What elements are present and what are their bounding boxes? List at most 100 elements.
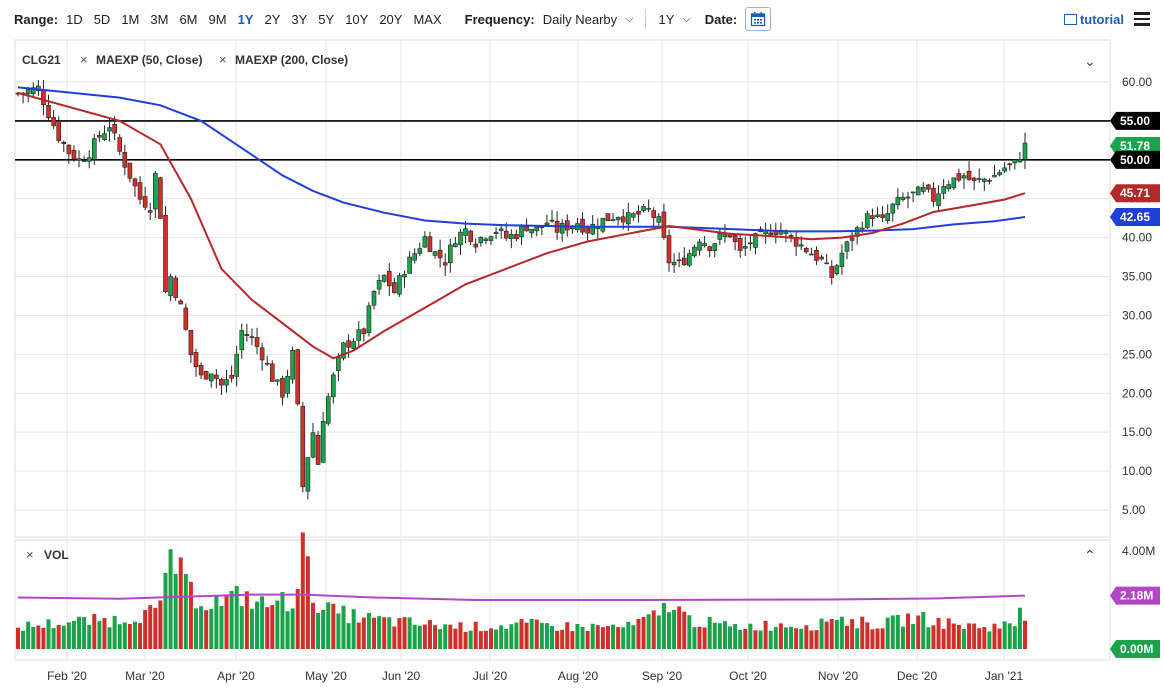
candle-body bbox=[773, 231, 779, 235]
candle bbox=[407, 251, 412, 274]
candle bbox=[432, 250, 438, 259]
volume-bar bbox=[407, 617, 412, 649]
candle-body bbox=[46, 104, 51, 119]
volume-bar bbox=[992, 623, 997, 649]
candle bbox=[183, 303, 189, 331]
volume-bar bbox=[183, 573, 188, 649]
volume-bar bbox=[31, 626, 36, 649]
volume-bar bbox=[468, 630, 473, 649]
volume-bar bbox=[255, 601, 260, 649]
volume-bar bbox=[717, 623, 722, 649]
volume-bar bbox=[631, 625, 636, 649]
candle-body bbox=[214, 374, 219, 379]
volume-bar bbox=[107, 627, 112, 649]
candle bbox=[849, 230, 855, 251]
candle bbox=[295, 348, 301, 406]
volume-bar bbox=[682, 611, 687, 649]
volume-bar bbox=[626, 621, 631, 649]
candle-body bbox=[1002, 167, 1007, 172]
range-button-10y[interactable]: 10Y bbox=[345, 11, 369, 27]
volume-bar bbox=[82, 617, 87, 649]
volume-bar bbox=[372, 617, 377, 649]
candle bbox=[229, 365, 234, 383]
menu-icon[interactable] bbox=[1134, 12, 1150, 26]
candle bbox=[376, 274, 382, 295]
range-button-9m[interactable]: 9M bbox=[208, 11, 227, 27]
range-button-5y[interactable]: 5Y bbox=[318, 11, 335, 27]
volume-bar bbox=[677, 606, 682, 649]
candle-body bbox=[890, 203, 896, 214]
chevron-down-icon: ⌵ bbox=[625, 12, 634, 25]
volume-bar bbox=[972, 623, 977, 649]
frequency-select[interactable]: Daily Nearby ⌵ bbox=[543, 12, 634, 27]
candle-body bbox=[376, 279, 382, 290]
range-button-3m[interactable]: 3M bbox=[150, 11, 169, 27]
candle bbox=[926, 183, 931, 193]
volume-bar bbox=[789, 626, 794, 649]
candle bbox=[890, 202, 896, 222]
candle bbox=[142, 186, 148, 211]
volume-bar bbox=[621, 627, 626, 649]
candle-body bbox=[844, 241, 850, 252]
candle-body bbox=[259, 347, 265, 361]
candle-body bbox=[798, 244, 804, 247]
badge-bg bbox=[1110, 184, 1160, 203]
candle-body bbox=[427, 236, 433, 252]
volume-bar bbox=[122, 622, 127, 649]
candle-body bbox=[910, 191, 916, 194]
range-button-max[interactable]: MAX bbox=[413, 11, 442, 27]
tutorial-link[interactable]: tutorial bbox=[1063, 12, 1124, 27]
candle bbox=[742, 236, 748, 257]
candle-body bbox=[544, 222, 550, 226]
volume-bar bbox=[341, 605, 346, 649]
candle-body bbox=[371, 291, 377, 306]
candle bbox=[208, 373, 214, 388]
range-button-5d[interactable]: 5D bbox=[93, 11, 111, 27]
period-select[interactable]: 1Y ⌵ bbox=[658, 12, 690, 27]
candle-body bbox=[71, 149, 77, 160]
candle bbox=[809, 247, 814, 256]
candle bbox=[478, 236, 484, 247]
range-button-2y[interactable]: 2Y bbox=[264, 11, 281, 27]
candle-body bbox=[483, 238, 489, 241]
candle-body bbox=[132, 178, 138, 187]
candle bbox=[895, 188, 901, 210]
candle-body bbox=[453, 243, 458, 248]
candle-body bbox=[849, 237, 855, 241]
volume-bar bbox=[295, 589, 300, 649]
candle bbox=[178, 299, 184, 305]
candle-body bbox=[341, 342, 346, 359]
candle bbox=[936, 185, 941, 211]
volume-bar bbox=[36, 625, 41, 649]
price-badge: 55.00 bbox=[1110, 111, 1160, 130]
candle-body bbox=[859, 227, 865, 230]
calendar-button[interactable] bbox=[745, 7, 772, 31]
range-button-1y[interactable]: 1Y bbox=[237, 11, 254, 27]
candle bbox=[824, 253, 829, 265]
volume-badge: 2.18M bbox=[1110, 586, 1160, 605]
volume-bar bbox=[941, 628, 946, 649]
candle-body bbox=[585, 227, 590, 234]
volume-bar bbox=[860, 616, 865, 649]
range-button-6m[interactable]: 6M bbox=[179, 11, 198, 27]
volume-bar bbox=[814, 630, 819, 649]
candle-body bbox=[351, 341, 356, 349]
range-button-20y[interactable]: 20Y bbox=[379, 11, 403, 27]
volume-bar bbox=[199, 606, 204, 649]
candle bbox=[961, 172, 967, 189]
candle bbox=[905, 191, 911, 209]
study-label: MAEXP (50, Close) bbox=[96, 53, 202, 67]
badge-label: 51.78 bbox=[1120, 139, 1150, 153]
candle bbox=[814, 246, 819, 265]
divider bbox=[645, 9, 647, 29]
volume-bar bbox=[951, 623, 956, 649]
candle-body bbox=[814, 250, 819, 261]
range-button-1d[interactable]: 1D bbox=[66, 11, 83, 27]
candle-body bbox=[656, 216, 662, 223]
candle bbox=[737, 234, 743, 258]
range-button-3y[interactable]: 3Y bbox=[291, 11, 308, 27]
range-button-1m[interactable]: 1M bbox=[121, 11, 140, 27]
candle bbox=[544, 214, 550, 226]
candle-body bbox=[86, 157, 92, 162]
